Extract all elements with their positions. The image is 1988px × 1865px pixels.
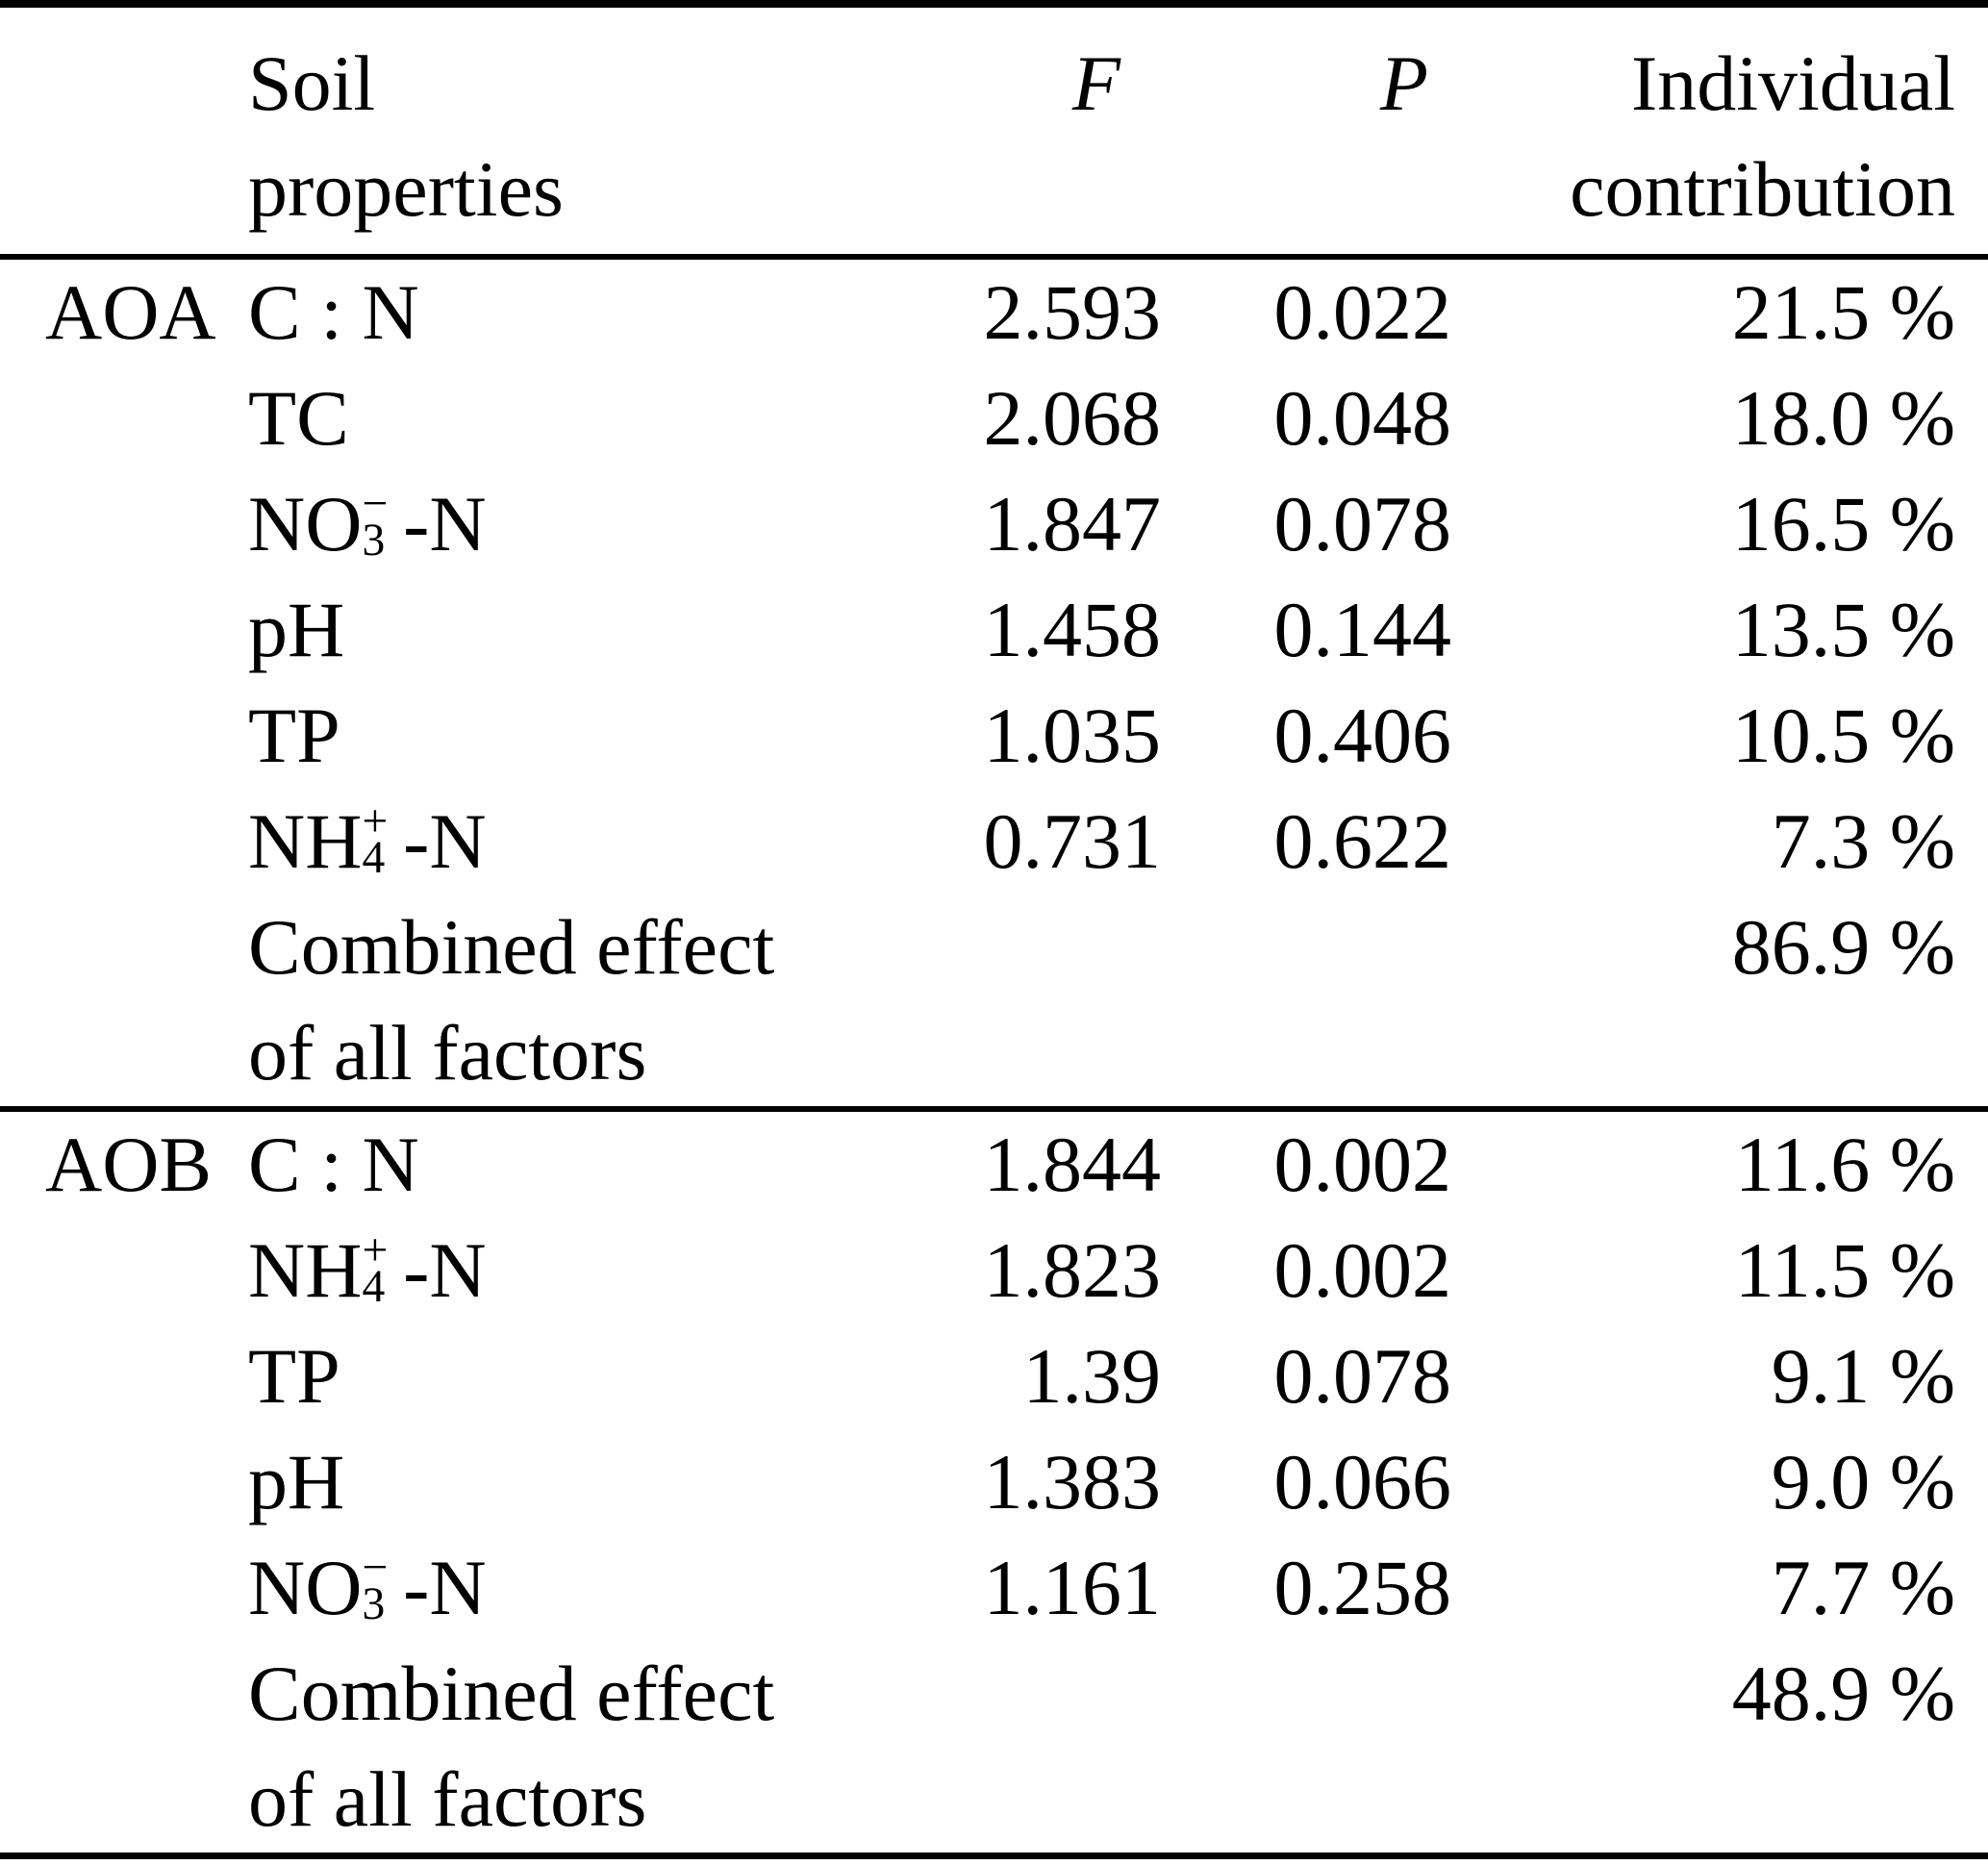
property-cell: Combined effect of all factors [248,1650,775,1843]
subscript-count: 4 [362,833,386,884]
p-value: 0.022 [1273,268,1452,356]
property-cell: pH [248,586,345,673]
table-row: NH +4 -N 1.823 0.002 11.5 % [0,1218,1988,1323]
header-soil-properties: Soil properties [248,39,564,233]
group-label: AOA [45,268,216,356]
contribution-value: 21.5 % [1731,268,1955,356]
f-value: 0.731 [983,797,1162,885]
property-cell: NO −3 -N [248,1542,487,1631]
contribution-value: 9.0 % [1771,1438,1955,1525]
p-value [1193,895,1481,1109]
sub-sup-stack: −3 [362,1545,393,1627]
f-value: 1.458 [983,586,1162,673]
header-p: P [1379,39,1428,127]
property-cell: TP [248,1332,340,1420]
p-value [1193,1641,1481,1856]
p-value: 0.066 [1273,1438,1452,1525]
sub-sup-stack: +4 [362,1227,393,1310]
table-row: TC 2.068 0.048 18.0 % [0,365,1988,471]
f-value [868,895,1193,1109]
section-aob: AOB C : N 1.844 0.002 11.6 % NH +4 -N 1.823 0.002… [0,1109,1988,1856]
table-row: NO −3 -N 1.161 0.258 7.7 % [0,1535,1988,1641]
contribution-value: 7.3 % [1771,797,1955,885]
table-row: Combined effect of all factors 48.9 % [0,1641,1988,1856]
contribution-value: 11.5 % [1734,1226,1955,1314]
table-row: pH 1.458 0.144 13.5 % [0,577,1988,683]
property-cell: NO −3 -N [248,478,487,567]
contribution-value: 86.9 % [1731,903,1955,991]
header-individual-contribution: Individual contribution [1570,39,1955,233]
f-value: 1.823 [983,1226,1162,1314]
table-header: Soil properties F P Individual contribut… [0,4,1988,257]
table-row: NO −3 -N 1.847 0.078 16.5 % [0,471,1988,577]
header-group [0,4,248,257]
p-value: 0.048 [1273,374,1452,462]
table-row: AOB C : N 1.844 0.002 11.6 % [0,1109,1988,1218]
subscript-count: 3 [362,516,386,567]
table-row: AOA C : N 2.593 0.022 21.5 % [0,257,1988,365]
section-aoa: AOA C : N 2.593 0.022 21.5 % TC 2.068 0.048 18.0… [0,257,1988,1109]
table-row: TP 1.39 0.078 9.1 % [0,1323,1988,1429]
header-f: F [1071,39,1120,127]
subscript-count: 3 [362,1579,386,1630]
superscript-charge: − [362,478,389,529]
f-value: 1.035 [983,692,1162,779]
table-row: TP 1.035 0.406 10.5 % [0,683,1988,789]
property-cell: Combined effect of all factors [248,903,775,1096]
property-cell: C : N [248,1121,419,1208]
f-value: 1.39 [1022,1332,1162,1420]
contribution-value: 10.5 % [1731,692,1955,779]
table-row: Combined effect of all factors 86.9 % [0,895,1988,1109]
sub-sup-stack: −3 [362,481,393,564]
property-cell: TP [248,692,340,779]
header-row: Soil properties F P Individual contribut… [0,4,1988,257]
contribution-value: 48.9 % [1731,1650,1955,1737]
p-value: 0.406 [1273,692,1452,779]
table-row: NH +4 -N 0.731 0.622 7.3 % [0,789,1988,895]
property-cell: NH +4 -N [248,795,487,885]
group-label: AOB [45,1121,213,1208]
p-value: 0.144 [1273,586,1452,673]
subscript-count: 4 [362,1262,386,1313]
property-cell: C : N [248,268,419,356]
f-value: 2.593 [983,268,1162,356]
superscript-charge: + [362,1224,389,1275]
table-row: pH 1.383 0.066 9.0 % [0,1429,1988,1535]
superscript-charge: + [362,795,389,846]
p-value: 0.622 [1273,797,1452,885]
f-value: 1.383 [983,1438,1162,1525]
f-value: 2.068 [983,374,1162,462]
contribution-value: 16.5 % [1731,480,1955,567]
contribution-value: 7.7 % [1771,1544,1955,1631]
f-value: 1.847 [983,480,1162,567]
f-value [868,1641,1193,1856]
sub-sup-stack: +4 [362,798,393,881]
p-value: 0.078 [1273,1332,1452,1420]
property-cell: NH +4 -N [248,1224,487,1314]
p-value: 0.078 [1273,480,1452,567]
p-value: 0.002 [1273,1226,1452,1314]
contribution-value: 9.1 % [1771,1332,1955,1420]
property-cell: TC [248,374,349,462]
contribution-value: 13.5 % [1731,586,1955,673]
p-value: 0.258 [1273,1544,1452,1631]
p-value: 0.002 [1273,1121,1452,1208]
contribution-value: 11.6 % [1734,1121,1955,1208]
f-value: 1.844 [983,1121,1162,1208]
property-cell: pH [248,1438,345,1525]
superscript-charge: − [362,1542,389,1593]
f-value: 1.161 [983,1544,1162,1631]
contribution-value: 18.0 % [1731,374,1955,462]
